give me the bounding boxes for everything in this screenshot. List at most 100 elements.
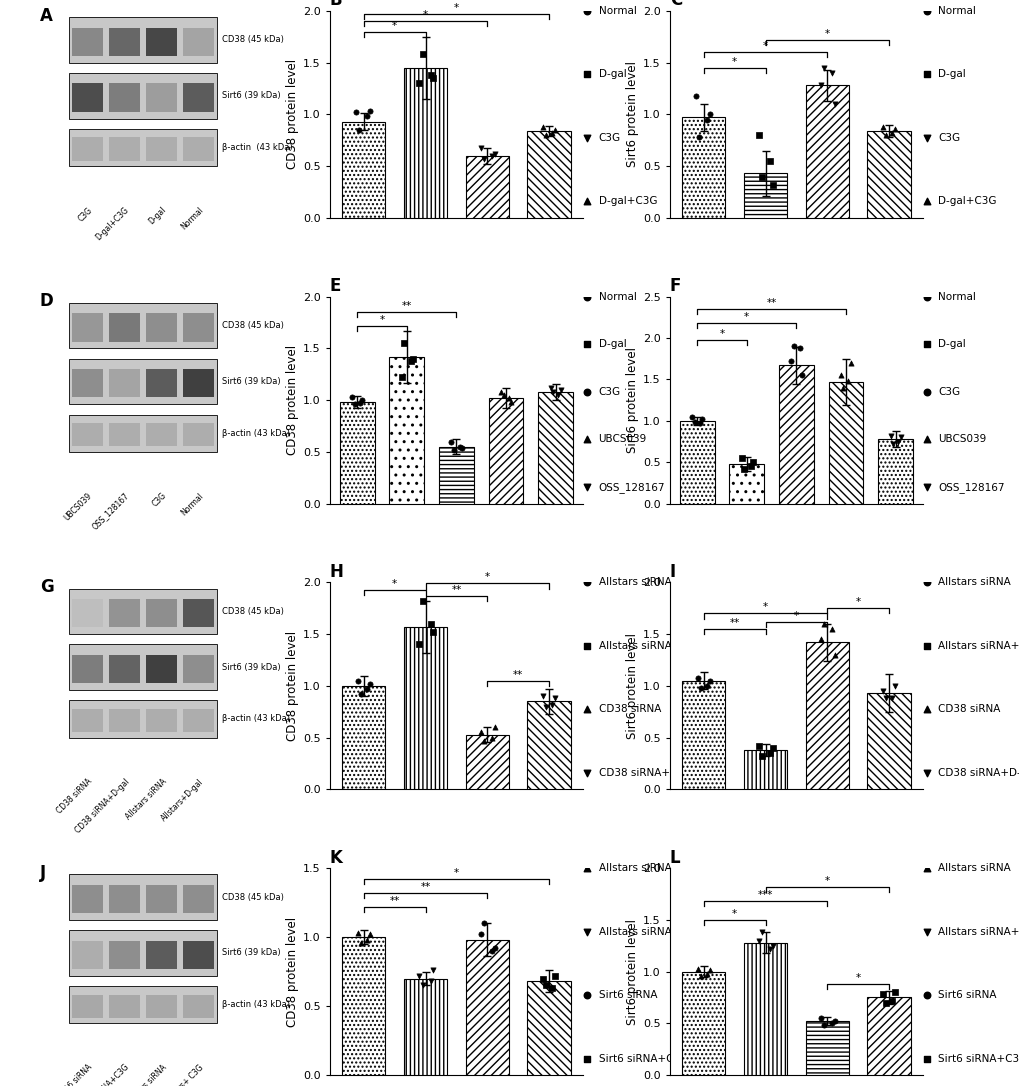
Text: CD38 siRNA: CD38 siRNA [598,705,660,715]
Bar [827,382,862,504]
Point [873,986,890,1003]
Point [544,383,560,401]
Bar [69,415,217,452]
Bar [72,599,103,628]
Bar [109,27,140,55]
Point [688,87,704,104]
Bar [682,972,725,1075]
Point [657,235,674,252]
Bar [109,84,140,112]
Text: D-gal: D-gal [937,70,965,79]
Bar [877,439,912,504]
Bar [182,599,214,628]
Point [476,732,492,749]
Bar [866,131,910,218]
Bar [146,940,177,969]
Text: **: ** [389,896,399,906]
Text: Sirt6 (39 kDa): Sirt6 (39 kDa) [222,91,281,100]
Bar [109,709,140,732]
Point [350,924,366,942]
Bar [182,655,214,683]
Text: β-actin (43 kDa): β-actin (43 kDa) [222,715,290,723]
Text: Allstars siRNA+D-gal: Allstars siRNA+D-gal [937,641,1019,651]
Point [823,64,840,81]
Bar [805,643,848,790]
Text: OSS_128167: OSS_128167 [598,482,664,493]
Text: OSS_128167: OSS_128167 [91,491,130,531]
Bar [182,424,214,446]
Point [657,241,674,258]
Text: A: A [40,7,53,25]
Bar [743,943,787,1075]
Point [346,395,363,413]
Point [484,147,500,164]
Point [794,367,810,384]
Text: *: * [855,597,860,607]
Text: D: D [40,292,53,311]
Point [761,940,777,958]
Point [783,353,799,370]
Point [744,454,760,471]
Point [486,719,502,736]
Text: C3G: C3G [150,491,168,509]
Text: *: * [762,603,767,613]
Text: L: L [669,848,680,867]
Point [887,678,903,695]
Point [812,1010,828,1027]
Bar [146,27,177,55]
Bar [182,138,214,161]
Point [873,118,890,136]
Point [873,682,890,699]
Text: Normal: Normal [598,292,636,302]
Point [350,672,366,690]
Y-axis label: CD38 protein level: CD38 protein level [286,917,299,1026]
Point [537,976,553,994]
Point [761,745,777,762]
Point [876,126,893,143]
Bar [72,313,103,341]
Bar [72,424,103,446]
Text: Sirt6 siRNA+C3G: Sirt6 siRNA+C3G [937,1053,1019,1063]
Point [362,102,378,119]
Text: Sirt6 (39 kDa): Sirt6 (39 kDa) [222,948,281,958]
Text: Allstars+D-gal: Allstars+D-gal [159,776,205,823]
Y-axis label: Sirt6 protein level: Sirt6 protein level [626,348,638,453]
Point [684,408,700,426]
Point [473,925,489,943]
Point [425,961,441,978]
Bar [866,998,910,1075]
Point [876,994,893,1011]
Point [812,77,828,94]
Bar [69,700,217,737]
Text: **: ** [513,670,523,680]
Bar [182,369,214,397]
Text: CD38 (45 kDa): CD38 (45 kDa) [222,893,284,901]
Bar [72,655,103,683]
Point [835,379,851,396]
Text: β-actin (43 kDa): β-actin (43 kDa) [222,429,290,438]
Bar [146,599,177,628]
Point [887,121,903,138]
Point [486,146,502,163]
Bar [182,709,214,732]
Text: Allstars siRNA: Allstars siRNA [123,1063,168,1086]
Bar [729,464,763,504]
Text: UBCS039: UBCS039 [937,434,985,444]
Point [405,350,421,367]
Text: *: * [823,875,829,886]
Text: Allstars siRNA+C3G: Allstars siRNA+C3G [598,926,701,936]
Text: C: C [669,0,682,10]
Bar [682,681,725,790]
Point [883,690,900,707]
Point [422,615,438,632]
Point [840,372,856,390]
Text: Normal: Normal [937,292,975,302]
Bar [342,122,385,218]
Text: Normal: Normal [598,5,636,16]
Bar [182,995,214,1018]
Bar [109,138,140,161]
Point [698,111,714,128]
Point [537,126,553,143]
Point [425,623,441,641]
Text: *: * [762,41,767,51]
